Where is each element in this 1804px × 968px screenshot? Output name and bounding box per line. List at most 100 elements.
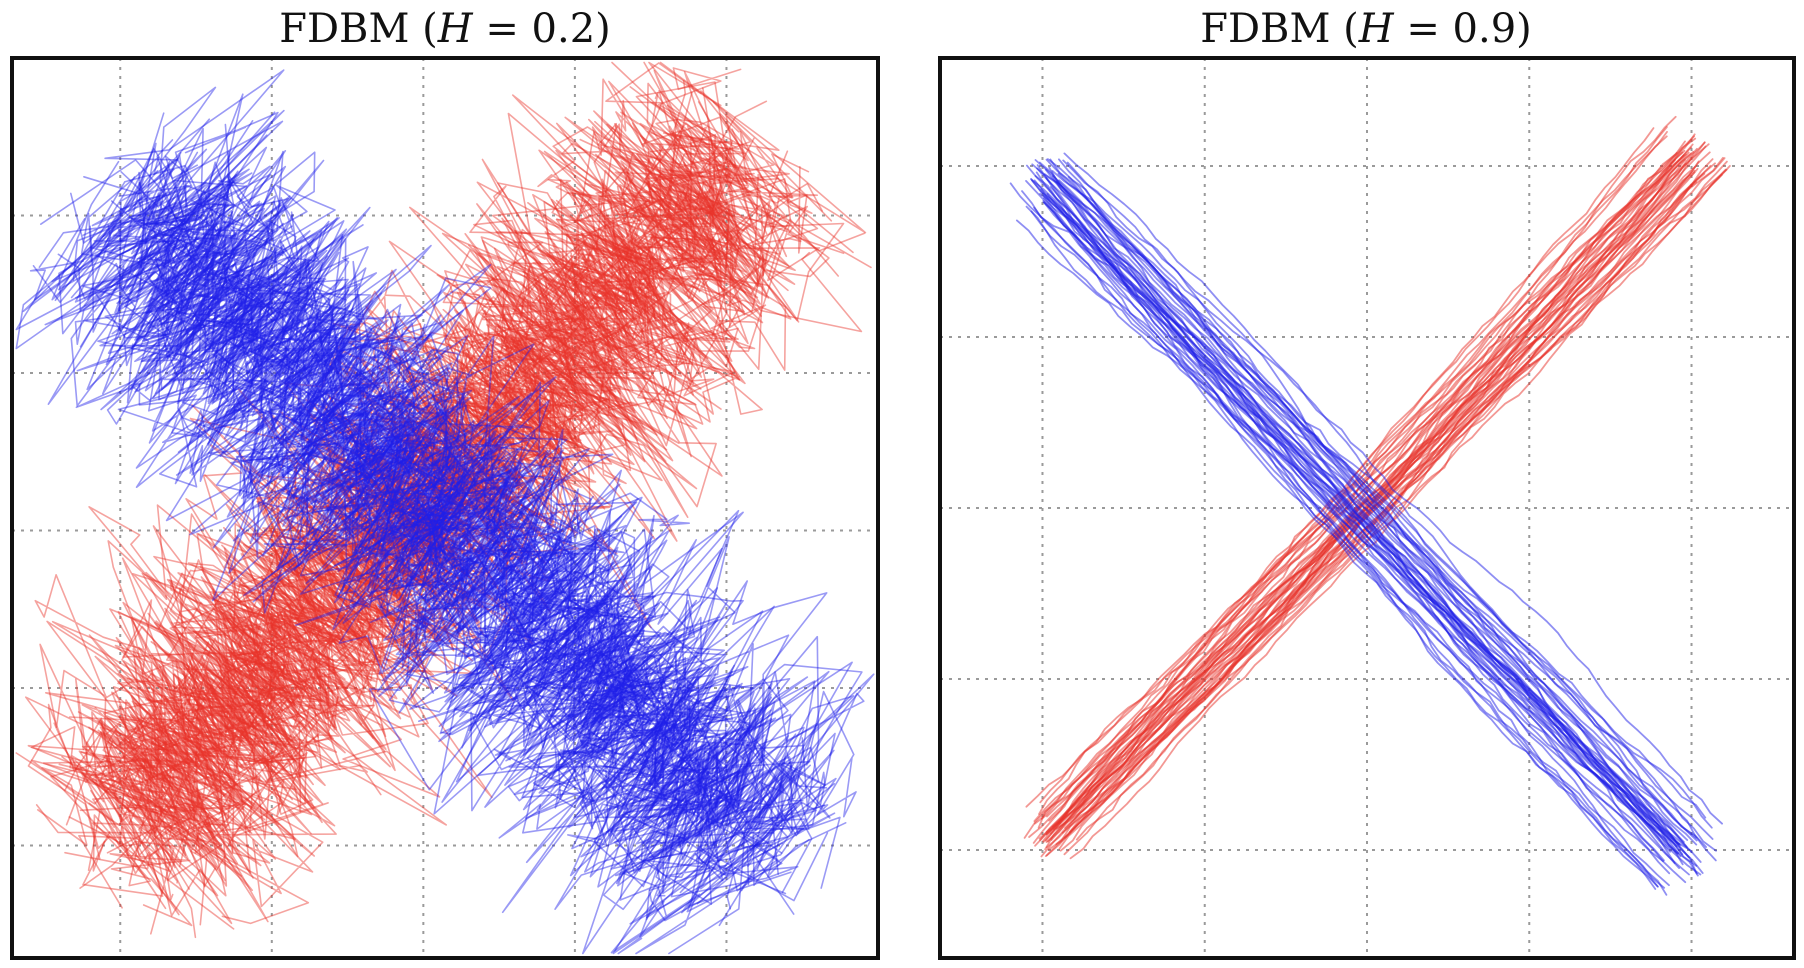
red-trajectory xyxy=(130,178,866,935)
red-trajectory xyxy=(81,111,700,778)
blue-trajectory xyxy=(128,118,751,816)
blue-trajectory xyxy=(74,237,826,887)
red-trajectory xyxy=(106,101,714,884)
panel-title: FDBM (H = 0.9) xyxy=(1200,6,1532,52)
blue-trajectory xyxy=(150,151,837,877)
red-trajectory xyxy=(74,80,737,783)
blue-trajectory xyxy=(188,111,853,832)
blue-trajectory xyxy=(110,238,809,790)
red-trajectory xyxy=(79,150,789,923)
blue-trajectory xyxy=(1063,152,1723,825)
red-trajectory xyxy=(71,182,863,882)
red-trajectory xyxy=(146,130,819,868)
blue-trajectory xyxy=(114,192,792,907)
blue-trajectory xyxy=(57,253,799,887)
blue-trajectory xyxy=(79,204,724,878)
red-trajectory xyxy=(107,204,730,855)
red-trajectory xyxy=(64,90,867,871)
red-trajectory xyxy=(97,160,767,832)
panel-h09: FDBM (H = 0.9) xyxy=(938,6,1796,960)
red-trajectory xyxy=(122,166,808,887)
red-trajectory xyxy=(30,128,788,822)
blue-trajectory xyxy=(75,224,729,883)
blue-trajectory xyxy=(113,151,865,786)
blue-trajectory xyxy=(182,123,783,913)
blue-trajectory xyxy=(1039,161,1698,875)
red-trajectory xyxy=(27,71,710,860)
red-trajectory xyxy=(90,166,792,925)
red-trajectory xyxy=(104,100,768,810)
blue-trajectory xyxy=(89,111,816,853)
blue-trajectory xyxy=(91,120,826,833)
blue-trajectory xyxy=(15,218,760,955)
blue-trajectory xyxy=(104,69,836,915)
gridlines xyxy=(940,58,1794,958)
blue-trajectory xyxy=(110,150,828,829)
blue-trajectory xyxy=(135,120,804,852)
blue-trajectory xyxy=(1047,158,1717,862)
red-trajectory xyxy=(154,163,821,925)
red-trajectory xyxy=(1032,140,1686,844)
plot-frame xyxy=(10,56,880,960)
blue-trajectory xyxy=(74,148,734,823)
red-trajectory xyxy=(53,152,709,834)
red-trajectory xyxy=(1063,173,1723,856)
red-trajectory xyxy=(109,170,732,939)
blue-trajectory xyxy=(51,148,735,826)
red-trajectory xyxy=(99,67,742,819)
blue-trajectory xyxy=(103,134,744,837)
blue-trajectory xyxy=(70,194,875,849)
blue-trajectory xyxy=(70,168,805,856)
red-trajectory xyxy=(132,122,728,809)
red-trajectory xyxy=(141,168,790,835)
red-trajectory xyxy=(42,146,762,863)
red-trajectory xyxy=(186,214,840,846)
blue-trajectory xyxy=(217,165,863,818)
red-trajectory xyxy=(15,92,717,818)
red-trajectory xyxy=(65,86,736,857)
blue-trajectory xyxy=(1034,159,1707,819)
blue-trajectory xyxy=(22,194,725,861)
gridlines xyxy=(12,58,878,958)
blue-trajectory xyxy=(1056,180,1680,869)
red-trajectory xyxy=(122,193,872,890)
red-trajectory xyxy=(1049,137,1697,835)
blue-trajectory xyxy=(118,239,783,892)
red-trajectory xyxy=(99,118,793,837)
blue-trajectory xyxy=(136,173,794,828)
blue-trajectory xyxy=(120,127,829,914)
blue-trajectory xyxy=(150,229,831,835)
red-trajectory xyxy=(102,183,723,857)
red-trajectory xyxy=(97,61,780,821)
blue-trajectory xyxy=(106,146,790,826)
red-trajectory xyxy=(126,174,788,846)
blue-trajectory xyxy=(44,195,799,898)
blue-trajectory xyxy=(1045,158,1707,848)
blue-trajectory xyxy=(72,93,764,910)
blue-trajectory xyxy=(51,194,820,927)
red-trajectory xyxy=(120,140,770,894)
blue-trajectory xyxy=(120,171,743,816)
blue-trajectory xyxy=(70,176,748,955)
blue-trajectory xyxy=(107,205,717,916)
blue-trajectory xyxy=(125,216,820,817)
blue-trajectory xyxy=(165,185,813,894)
red-trajectory xyxy=(64,82,755,867)
red-trajectory xyxy=(144,160,790,782)
blue-trajectory xyxy=(29,232,779,955)
red-trajectory xyxy=(82,101,777,897)
red-trajectory xyxy=(99,178,781,927)
red-trajectory xyxy=(27,61,724,778)
red-trajectory xyxy=(167,140,734,857)
red-trajectory xyxy=(50,193,762,878)
blue-trajectory xyxy=(1058,158,1689,841)
red-trajectory xyxy=(81,149,726,910)
blue-trajectory xyxy=(85,225,798,922)
trajectories xyxy=(15,61,875,955)
blue-trajectory xyxy=(120,213,790,875)
plot-frame xyxy=(938,56,1796,960)
blue-trajectory xyxy=(119,154,812,860)
blue-trajectory xyxy=(15,217,717,955)
red-trajectory xyxy=(131,140,766,887)
blue-trajectory xyxy=(144,189,735,828)
